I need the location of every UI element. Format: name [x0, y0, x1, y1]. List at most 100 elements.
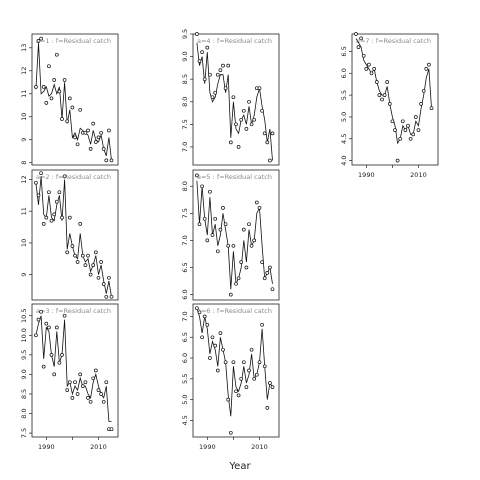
data-point [236, 145, 241, 149]
data-point [226, 397, 231, 402]
data-point [210, 335, 215, 340]
data-point [47, 325, 51, 330]
y-tick-label: 7.0 [181, 311, 189, 321]
data-point [239, 117, 244, 122]
data-point [205, 238, 210, 243]
data-point [202, 216, 207, 221]
data-point [249, 347, 254, 352]
data-point [93, 368, 98, 373]
data-point [367, 62, 371, 67]
data-point [257, 360, 262, 365]
y-tick-label: 9.5 [181, 29, 189, 39]
y-tick-label: 5.0 [340, 112, 348, 122]
data-point [260, 322, 264, 327]
data-point [60, 353, 64, 357]
panel-frame [31, 303, 119, 438]
data-point [197, 222, 202, 227]
data-point [268, 381, 272, 385]
data-point [70, 396, 75, 400]
y-tick-label: 10.5 [20, 308, 28, 322]
data-point [244, 265, 249, 270]
data-point [387, 102, 392, 106]
data-point [223, 86, 228, 91]
fitted-line [35, 315, 112, 422]
data-point [34, 85, 38, 89]
data-point [252, 238, 257, 243]
data-point [270, 131, 275, 136]
data-point [218, 331, 223, 335]
data-point [356, 45, 361, 49]
data-point [413, 115, 418, 119]
fitted-line [35, 43, 112, 161]
y-tick-label: 5.0 [181, 394, 189, 404]
panel-7: 4.5 5.0 5.5 6.0 6.5 7.0 1990 2010 a=6 : f=Residu… [181, 303, 280, 451]
data-point [83, 263, 88, 267]
data-point [91, 263, 96, 267]
data-point [382, 93, 387, 97]
y-tick-label: 13 [20, 44, 28, 52]
y-tick-label: 6.5 [181, 262, 189, 272]
data-point [210, 95, 215, 100]
data-point [93, 250, 98, 255]
data-point [395, 158, 400, 163]
data-point [390, 119, 395, 124]
data-point [421, 88, 426, 93]
data-point [49, 218, 54, 223]
panel-frame [192, 33, 280, 166]
data-point [354, 32, 358, 36]
data-point [41, 85, 46, 89]
data-point [268, 158, 272, 163]
y-tick-label: 8 [20, 161, 28, 165]
y-tick-label: 5.5 [181, 374, 189, 384]
data-point [62, 78, 67, 82]
data-point [83, 130, 88, 135]
data-point [39, 36, 43, 41]
y-tick-label: 7.5 [181, 208, 189, 218]
data-point [34, 333, 38, 338]
data-point [213, 343, 218, 348]
fitted-line [355, 38, 432, 145]
data-point [408, 136, 413, 141]
data-point [88, 399, 93, 404]
y-tick-label: 10 [20, 113, 28, 121]
data-point [36, 39, 41, 43]
data-point [78, 107, 83, 112]
data-point [70, 244, 75, 248]
data-point [270, 385, 275, 389]
panel-5: 6.0 6.5 7.0 7.5 8.0 a=5 : f=Residual catch [181, 169, 280, 301]
data-point [239, 260, 244, 264]
data-point [374, 80, 379, 84]
data-point [73, 253, 77, 258]
data-point [109, 294, 114, 299]
data-point [247, 368, 251, 373]
data-point [252, 376, 257, 381]
data-point [228, 292, 233, 297]
data-point [249, 243, 254, 248]
data-point [429, 106, 434, 111]
data-point [244, 385, 249, 389]
data-point [80, 384, 85, 388]
data-point [195, 173, 199, 178]
y-tick-label: 12 [20, 175, 28, 183]
panel-1: 8 9 10 11 12 13 a=1 : f=Residual catch [20, 33, 119, 166]
panel-frame [192, 169, 280, 301]
data-point [96, 388, 101, 392]
x-tick-label: 1990 [38, 443, 55, 451]
data-point [213, 90, 218, 95]
data-point [99, 260, 103, 264]
data-point [411, 132, 416, 137]
panel-frame [31, 169, 119, 301]
data-point [75, 142, 80, 147]
data-point [197, 310, 202, 315]
panel-frame [351, 33, 439, 166]
data-point [205, 322, 210, 327]
data-point [101, 147, 106, 151]
data-point [49, 353, 54, 357]
y-tick-label: 10 [20, 239, 28, 247]
panel-label: a=2 : f=Residual catch [36, 173, 111, 181]
panel-6: 7.5 8.0 8.5 9.0 9.5 10.0 10.5 1990 2010 a=3 : f=R… [20, 303, 119, 451]
data-point [62, 313, 67, 318]
data-point [49, 96, 54, 101]
data-point [197, 59, 202, 63]
